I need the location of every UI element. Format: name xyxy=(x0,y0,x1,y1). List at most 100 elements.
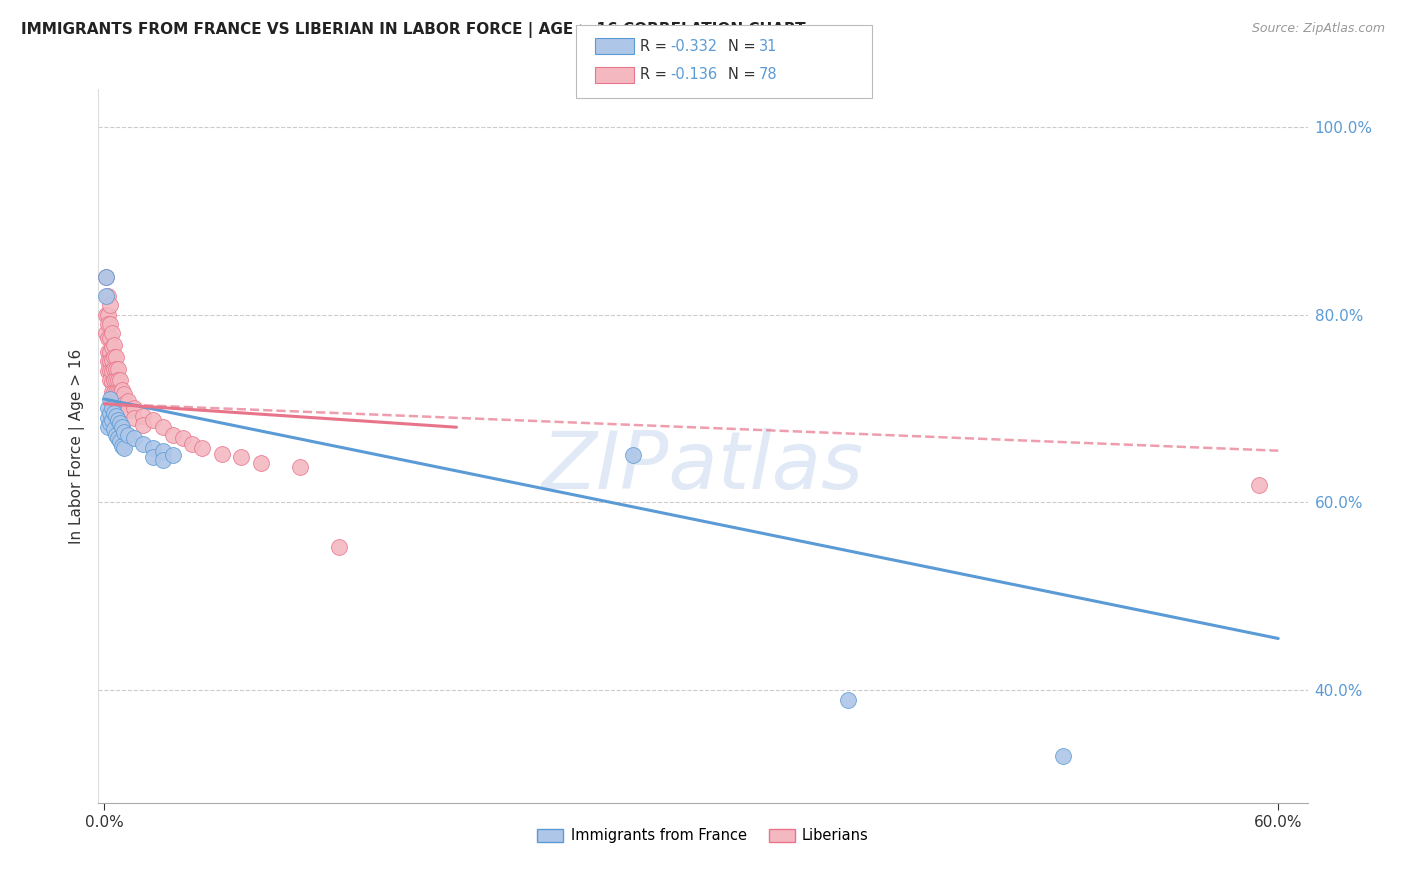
Point xyxy=(97,345,120,359)
Point xyxy=(105,350,128,364)
Text: N =: N = xyxy=(728,68,761,82)
Point xyxy=(105,384,128,399)
Point xyxy=(105,403,128,417)
Point xyxy=(108,434,131,449)
Point xyxy=(211,446,233,460)
Point xyxy=(105,393,128,408)
Point xyxy=(142,413,165,427)
Point xyxy=(162,449,184,463)
Point xyxy=(105,362,128,376)
Point xyxy=(108,373,131,387)
Point xyxy=(103,393,125,408)
Text: -0.332: -0.332 xyxy=(671,39,718,54)
Point xyxy=(98,317,121,331)
Y-axis label: In Labor Force | Age > 16: In Labor Force | Age > 16 xyxy=(69,349,84,543)
Point xyxy=(108,393,131,408)
Point xyxy=(107,362,129,376)
Point xyxy=(231,450,253,465)
Point xyxy=(97,364,120,378)
Point xyxy=(152,420,174,434)
Point xyxy=(101,326,124,341)
Point xyxy=(103,384,125,399)
Point xyxy=(96,270,118,285)
Point xyxy=(142,441,165,455)
Point xyxy=(103,350,125,364)
Point xyxy=(111,392,134,406)
Point xyxy=(101,413,124,427)
Point xyxy=(105,409,128,423)
Point xyxy=(98,364,121,378)
Point xyxy=(98,406,121,420)
Point xyxy=(132,409,155,423)
Point xyxy=(107,384,129,399)
Text: Source: ZipAtlas.com: Source: ZipAtlas.com xyxy=(1251,22,1385,36)
Point xyxy=(96,289,118,303)
Point xyxy=(108,416,131,430)
Point xyxy=(101,401,124,416)
Point xyxy=(98,345,121,359)
Text: IMMIGRANTS FROM FRANCE VS LIBERIAN IN LABOR FORCE | AGE > 16 CORRELATION CHART: IMMIGRANTS FROM FRANCE VS LIBERIAN IN LA… xyxy=(21,22,806,38)
Text: 31: 31 xyxy=(759,39,778,54)
Point xyxy=(621,449,644,463)
Point xyxy=(112,397,135,411)
Point xyxy=(103,422,125,436)
Point xyxy=(103,362,125,376)
Point xyxy=(97,289,120,303)
Point xyxy=(107,432,129,446)
Point xyxy=(132,418,155,433)
Point xyxy=(172,432,194,446)
Point xyxy=(97,317,120,331)
Point xyxy=(142,450,165,465)
Point xyxy=(112,441,135,455)
Point xyxy=(191,441,214,455)
Point xyxy=(288,459,311,474)
Point xyxy=(112,425,135,439)
Point xyxy=(111,383,134,397)
Point xyxy=(107,393,129,408)
Point xyxy=(96,326,118,341)
Point xyxy=(97,354,120,368)
Point xyxy=(101,375,124,389)
Legend: Immigrants from France, Liberians: Immigrants from France, Liberians xyxy=(531,822,875,849)
Point xyxy=(122,410,145,425)
Point xyxy=(181,437,204,451)
Point xyxy=(98,392,121,406)
Point xyxy=(101,384,124,399)
Text: N =: N = xyxy=(728,39,761,54)
Point xyxy=(97,401,120,416)
Point xyxy=(107,413,129,427)
Text: -0.136: -0.136 xyxy=(671,68,718,82)
Point xyxy=(152,443,174,458)
Point xyxy=(117,403,139,417)
Point xyxy=(97,420,120,434)
Point xyxy=(250,456,273,470)
Point xyxy=(117,427,139,442)
Text: R =: R = xyxy=(640,39,671,54)
Point xyxy=(152,453,174,467)
Point xyxy=(103,373,125,387)
Point xyxy=(105,427,128,442)
Text: ZIPatlas: ZIPatlas xyxy=(541,428,865,507)
Point xyxy=(328,541,350,555)
Point xyxy=(96,308,118,322)
Point xyxy=(96,270,118,285)
Point xyxy=(1247,478,1270,492)
Point xyxy=(101,352,124,367)
Point xyxy=(98,354,121,368)
Point xyxy=(97,331,120,345)
Point xyxy=(132,437,155,451)
Point xyxy=(108,384,131,399)
Point xyxy=(1052,748,1074,763)
Point xyxy=(112,387,135,401)
Point xyxy=(98,331,121,345)
Point xyxy=(117,393,139,408)
Point xyxy=(97,410,120,425)
Point xyxy=(837,692,859,706)
Point xyxy=(162,427,184,442)
Point xyxy=(98,298,121,312)
Point xyxy=(103,337,125,351)
Point xyxy=(111,420,134,434)
Point xyxy=(107,373,129,387)
Point xyxy=(122,432,145,446)
Point xyxy=(97,308,120,322)
